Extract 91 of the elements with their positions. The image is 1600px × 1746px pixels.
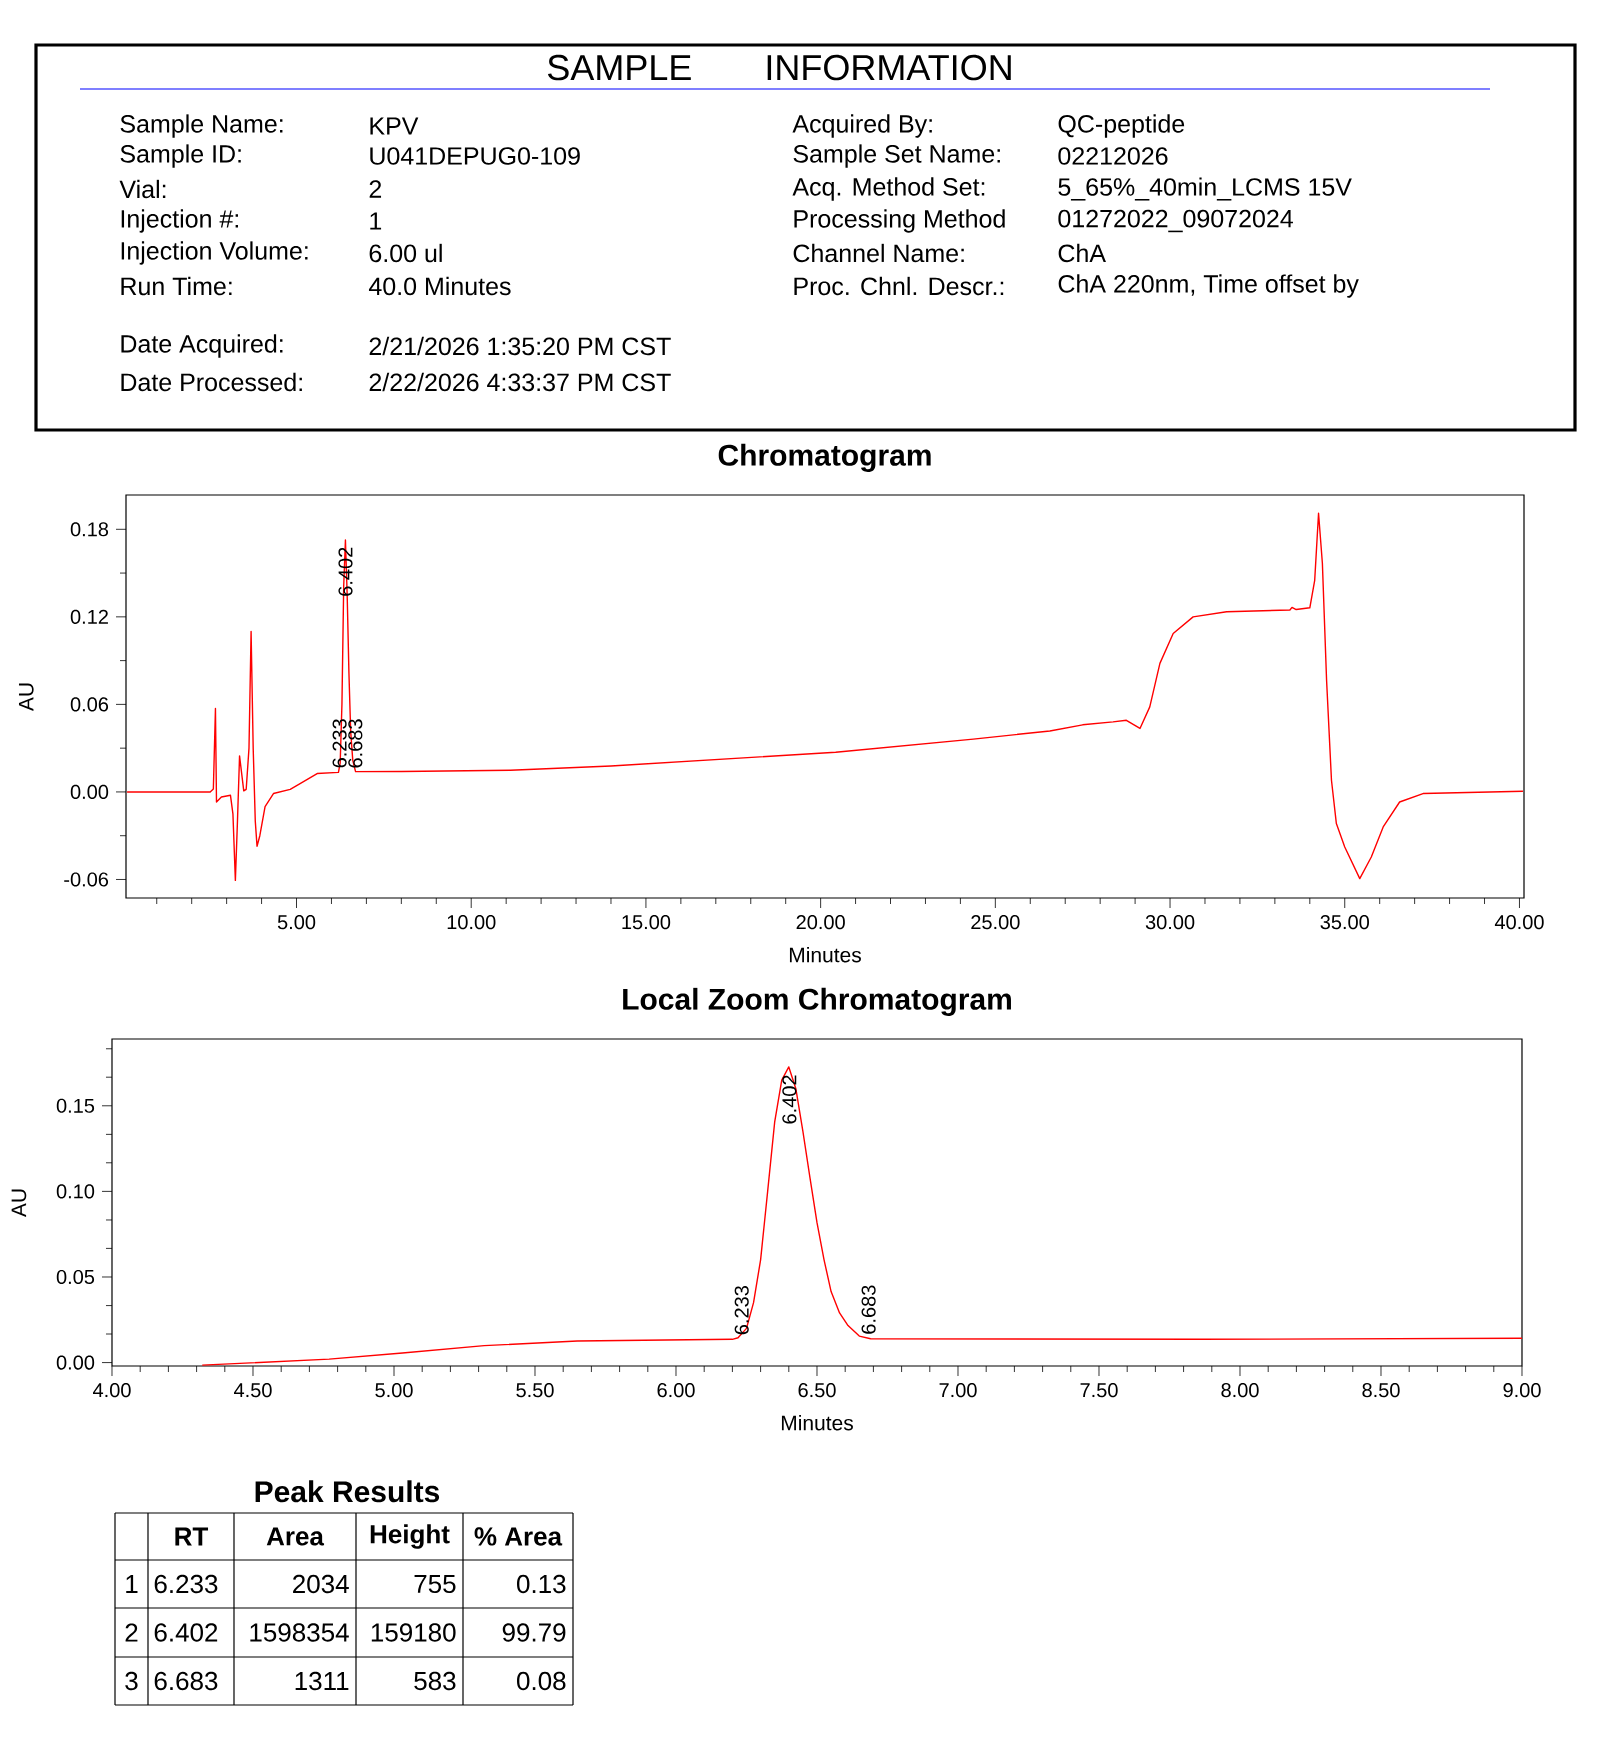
text: ChA: [1058, 243, 1106, 263]
annotation: 6.233: [734, 1286, 749, 1335]
text: 2: [125, 1623, 138, 1642]
text: 1: [126, 1575, 138, 1593]
text: 583: [414, 1671, 456, 1691]
chart-title: Local Zoom Chromatogram: [623, 987, 1011, 1016]
y-tick-label: 0.00: [56, 1355, 95, 1370]
x-tick-label: 5.00: [277, 915, 316, 930]
text: Sample Set Name:: [793, 144, 1000, 168]
x-axis-title: Minutes: [789, 946, 861, 963]
x-tick-label: 15.00: [622, 915, 671, 930]
x-tick-label: 30.00: [1145, 915, 1195, 930]
x-tick-label: 20.00: [796, 915, 845, 930]
text: 755: [414, 1574, 456, 1594]
x-tick-label: 7.00: [939, 1383, 977, 1398]
text: Vial:: [119, 179, 166, 199]
annotation: 6.683: [861, 1285, 876, 1334]
text: Acquired By:: [792, 114, 932, 138]
text: RT: [175, 1527, 209, 1546]
y-tick-label: -0.06: [64, 872, 109, 887]
line-series: [126, 512, 1524, 882]
text: QC-peptide: [1058, 114, 1185, 138]
x-tick-label: 25.00: [971, 915, 1020, 930]
text: 1311: [295, 1671, 349, 1691]
text: 2/22/2026 4:33:37 PM CST: [369, 372, 671, 392]
x-tick-label: 5.50: [516, 1383, 554, 1398]
y-tick-label: 0.12: [70, 609, 108, 624]
x-tick-label: 6.00: [657, 1383, 695, 1398]
x-tick-label: 7.50: [1080, 1383, 1118, 1398]
text: Proc. Chnl. Descr.:: [794, 276, 1004, 296]
annotation: 6.683: [348, 719, 363, 768]
annotation: 6.402: [782, 1075, 797, 1124]
text: 2: [369, 180, 382, 198]
x-tick-label: 40.00: [1494, 915, 1544, 930]
text: 6.683: [154, 1671, 218, 1691]
annotation: 6.402: [338, 547, 353, 596]
y-tick-label: 0.10: [56, 1184, 95, 1199]
x-tick-label: 4.00: [93, 1383, 131, 1398]
text: Run Time:: [121, 276, 232, 296]
x-tick-label: 9.00: [1503, 1383, 1541, 1398]
x-axis-title: Minutes: [781, 1414, 853, 1431]
text: 01272022_09072024: [1058, 209, 1293, 233]
text: Sample ID:: [120, 144, 241, 168]
text: 2034: [293, 1574, 349, 1594]
text: KPV: [370, 117, 419, 135]
text: 02212026: [1058, 147, 1168, 165]
x-tick-label: 8.00: [1221, 1383, 1259, 1398]
text: 6.402: [154, 1623, 218, 1642]
text: Date Processed:: [121, 372, 302, 392]
chart-title: Chromatogram: [718, 443, 931, 472]
x-tick-label: 35.00: [1320, 915, 1369, 930]
y-tick-label: 0.05: [56, 1269, 95, 1285]
y-axis-title: AU: [11, 1189, 27, 1218]
text: Sample Name:: [120, 114, 283, 138]
text: SAMPLE INFORMATION: [547, 54, 1011, 81]
text: Height: [370, 1524, 450, 1549]
text: Date Acquired:: [121, 334, 283, 358]
x-tick-label: 8.50: [1362, 1383, 1400, 1398]
x-tick-label: 5.00: [375, 1383, 413, 1398]
y-axis-title: AU: [18, 683, 34, 712]
text: 1: [370, 212, 382, 230]
text: Injection Volume:: [121, 241, 308, 265]
text: 0.08: [517, 1671, 566, 1691]
annotation: 6.233: [332, 719, 347, 768]
text: Area: [266, 1527, 325, 1546]
text: 0.13: [517, 1574, 566, 1594]
text: % Area: [474, 1527, 563, 1546]
text: U041DEPUG0-109: [370, 147, 580, 165]
text: ChA 220nm, Time offset by: [1058, 274, 1359, 298]
x-tick-label: 4.50: [234, 1383, 272, 1398]
text: 5_65%_40min_LCMS 15V: [1058, 177, 1352, 201]
line-series: [201, 1066, 1522, 1366]
text: 2/21/2026 1:35:20 PM CST: [369, 336, 671, 356]
text: 40.0 Minutes: [368, 276, 511, 296]
text: Injection #:: [121, 209, 238, 233]
text: Acq. Method Set:: [792, 177, 985, 201]
text: Peak Results: [255, 1480, 440, 1503]
y-tick-label: 0.18: [70, 522, 109, 537]
x-tick-label: 10.00: [447, 915, 496, 930]
text: Processing Method: [794, 209, 1005, 233]
text: 3: [125, 1671, 138, 1691]
text: 6.00 ul: [369, 243, 442, 263]
y-tick-label: 0.15: [56, 1098, 95, 1113]
x-tick-label: 6.50: [798, 1383, 836, 1398]
y-tick-label: 0.00: [70, 784, 109, 800]
y-tick-label: 0.06: [70, 697, 109, 712]
text: 6.233: [154, 1574, 218, 1594]
text: 159180: [371, 1623, 456, 1642]
text: 99.79: [502, 1623, 566, 1642]
text: Channel Name:: [793, 243, 964, 263]
text: 1598354: [250, 1623, 349, 1642]
